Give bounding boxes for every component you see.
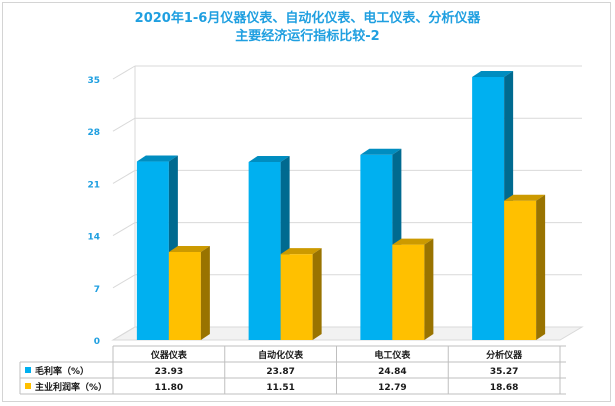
legend-series-name: 主业利润率（%）: [35, 381, 107, 393]
bar-front: [168, 252, 201, 340]
chart-title-line2: 主要经济运行指标比较-2: [235, 29, 380, 44]
bar-side: [200, 246, 210, 340]
bar-top: [168, 246, 210, 253]
bar-front: [280, 254, 313, 340]
y-tick-label: 21: [87, 180, 100, 190]
x-category-label: 电工仪表: [374, 349, 411, 361]
bar-front: [360, 154, 393, 340]
data-value-label: 11.51: [266, 383, 294, 393]
gridline-side: [112, 326, 136, 341]
y-tick-label: 0: [94, 337, 100, 347]
bar-side: [536, 194, 546, 340]
legend-swatch: [25, 383, 31, 389]
gridline-side: [112, 117, 136, 132]
x-category-label: 自动化仪表: [258, 349, 304, 361]
data-value-label: 23.87: [266, 367, 294, 377]
bar-top: [504, 194, 546, 201]
chart-title-line1: 2020年1-6月仪器仪表、自动化仪表、电工仪表、分析仪器: [134, 11, 481, 26]
bar-top: [360, 148, 402, 155]
data-value-label: 23.93: [155, 367, 183, 377]
y-tick-label: 7: [94, 285, 100, 295]
data-value-label: 24.84: [378, 367, 406, 377]
legend-series-name: 毛利率（%）: [35, 365, 89, 377]
bar-top: [248, 155, 290, 162]
bar-front: [504, 200, 537, 340]
bar-front: [248, 161, 281, 340]
y-tick-label: 28: [87, 128, 100, 138]
y-tick-label: 35: [87, 76, 100, 86]
bar-top: [472, 70, 514, 77]
data-value-label: 12.79: [378, 383, 406, 393]
gridline-side: [112, 274, 136, 289]
data-value-label: 35.27: [490, 367, 518, 377]
bar-front: [392, 244, 425, 340]
legend-swatch: [25, 367, 31, 373]
y-tick-label: 14: [87, 233, 100, 243]
bar-side: [312, 248, 322, 340]
data-value-label: 11.80: [155, 383, 183, 393]
x-category-label: 仪器仪表: [150, 349, 188, 361]
bar-top: [136, 155, 178, 162]
bar-top: [392, 238, 434, 245]
data-value-label: 18.68: [490, 383, 518, 393]
bar-top: [280, 248, 322, 255]
bar-side: [424, 238, 434, 340]
x-category-label: 分析仪器: [486, 349, 523, 361]
gridline-side: [112, 169, 136, 184]
bar-front: [136, 161, 169, 340]
gridline-side: [112, 222, 136, 237]
bar-front: [472, 76, 505, 340]
gridline-side: [112, 65, 136, 80]
